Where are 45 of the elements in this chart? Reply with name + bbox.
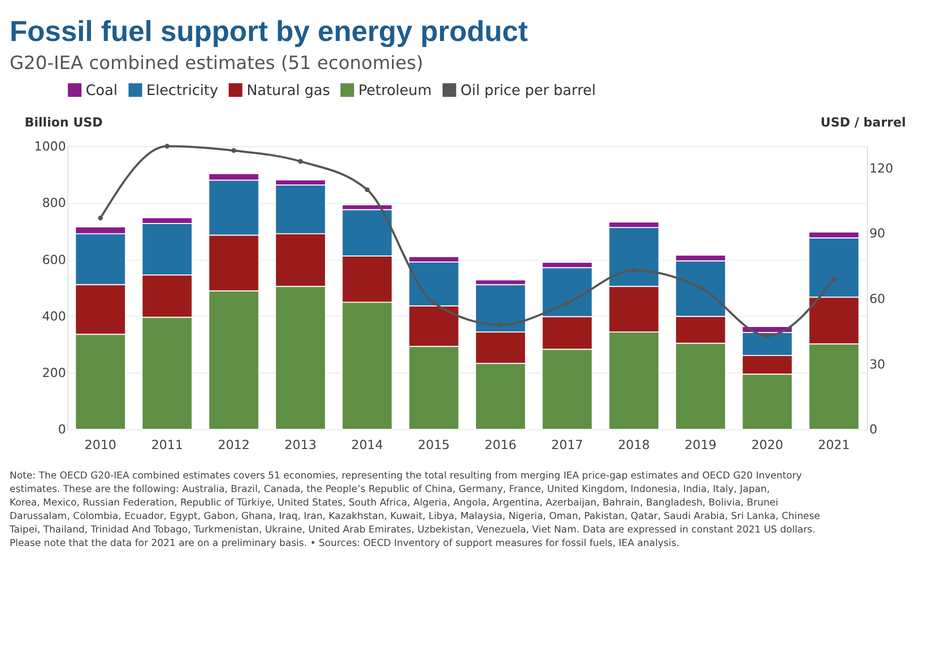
x-tick-label: 2011	[151, 437, 184, 452]
text: Note: The OECD G20-IEA combined estimates covers 51 economies, representing the total resulting from merging IEA price-gap estimates and OECD G20 Inventory estimates. These are the following: Australia, Brazil, Canada, the People’s Republic of China, Germany, France, United Kingdom, Indonesia, India, Italy, Japan, Korea, Mexico, Russian Federation, Republic of Türkiye, United States, South Africa, Algeria, Angola, Argentina, Azerbaijan, Bahrain, Bangladesh, Bolivia, Brunei Darussalam, Colombia, Ecuador, Egypt, Gabon, Ghana, Iraq, Iran, Kazakhstan, Kuwait, Libya, Malaysia, Nigeria, Oman, Pakistan, Qatar, Saudi Arabia, Sri Lanka, Chinese Taipei, Thailand, Trinidad And Tobago, Turkmenistan, Ukraine, United Arab Emirates, Uzbekistan, Venezuela, Viet Nam. Data are expressed in constant 2021 US dollars. Please note that the data for 2021 are on a preliminary basis. • Sources: OECD Inventory of support measures for fossil fuels, IEA analysis.	[8, 470, 820, 549]
point	[764, 333, 770, 338]
y2-tick-label: 60	[869, 290, 886, 306]
point	[431, 300, 436, 306]
point	[298, 159, 303, 164]
y-tick-label: 400	[42, 308, 66, 324]
legend-label: Natural gas	[246, 82, 330, 99]
point	[698, 285, 703, 290]
x-tick-label: 2021	[818, 437, 850, 452]
y-tick-label: 1000	[34, 138, 66, 154]
y-tick-label: 200	[42, 365, 66, 380]
x-tick-label: 2010	[84, 437, 116, 452]
legend-label: Coal	[86, 82, 118, 99]
y2-tick-label: 90	[869, 226, 886, 241]
legend-label: Petroleum	[358, 82, 432, 99]
x-tick-label: 2014	[351, 437, 384, 452]
chart-title: Fossil fuel support by energy product	[10, 16, 528, 48]
x-tick-label: 2012	[218, 437, 250, 452]
y2-tick-label: 0	[869, 422, 878, 437]
x-tick-label: 2018	[618, 437, 650, 452]
point	[832, 276, 836, 282]
point	[98, 216, 103, 220]
y-tick-label: 800	[42, 195, 66, 210]
legend-label: Oil price per barrel	[460, 82, 596, 99]
x-tick-label: 2019	[684, 437, 717, 452]
point	[364, 187, 370, 192]
x-tick-label: 2016	[484, 437, 516, 452]
point	[498, 322, 503, 328]
x-tick-label: 2017	[551, 437, 584, 452]
y-tick-label: 600	[42, 252, 66, 267]
chart-subtitle: G20-IEA combined estimates (51 economies)	[10, 53, 424, 74]
y2-tick-label: 30	[869, 356, 886, 372]
x-tick-label: 2015	[418, 437, 450, 452]
point	[564, 300, 570, 306]
point	[164, 144, 170, 149]
x-tick-label: 2020	[751, 437, 784, 452]
x-tick-label: 2013	[284, 437, 316, 452]
y2-tick-label: 120	[869, 160, 894, 176]
y-axis-title: Billion USD	[24, 114, 103, 130]
y2-axis-title: USD / barrel	[820, 114, 906, 130]
y-tick-label: 0	[58, 422, 66, 437]
legend-label: Electricity	[146, 82, 219, 99]
point	[231, 148, 236, 153]
point	[631, 268, 636, 273]
